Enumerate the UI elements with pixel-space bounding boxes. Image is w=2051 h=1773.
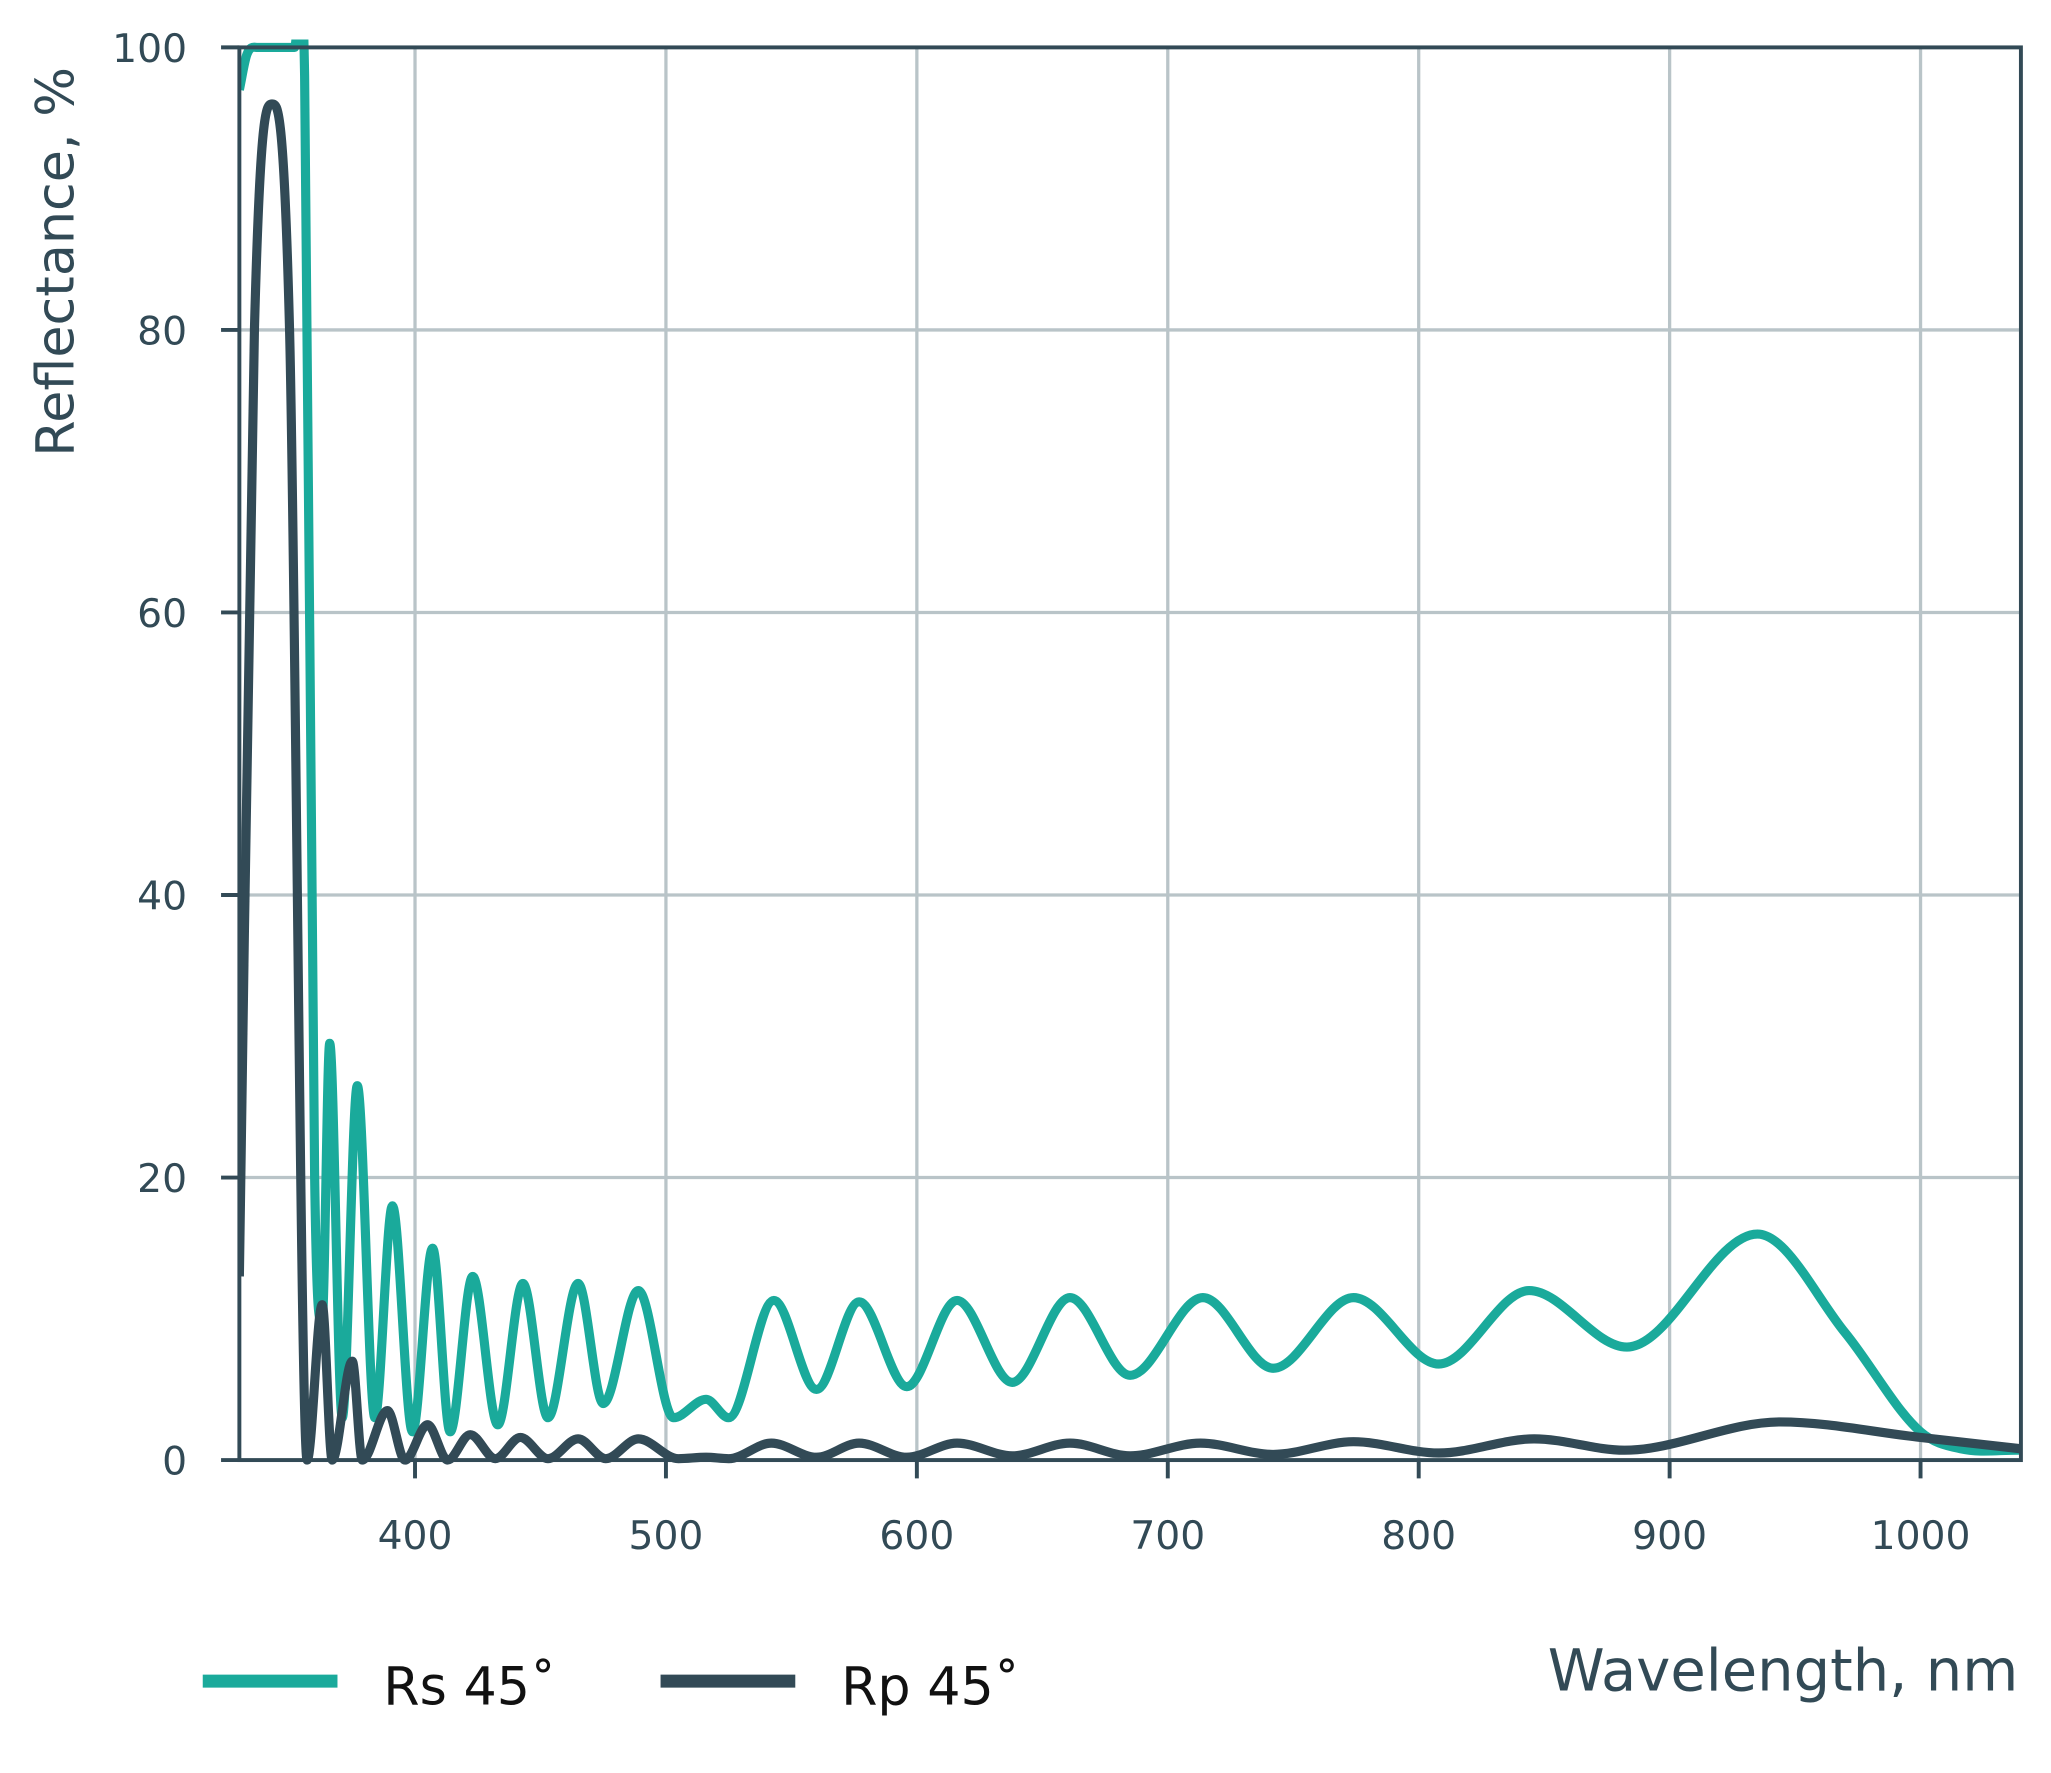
y-tick-label: 60 <box>137 592 187 637</box>
x-tick-label: 700 <box>1130 1514 1205 1559</box>
legend-label: Rs 45˚ <box>383 1657 556 1718</box>
x-tick-label: 800 <box>1381 1514 1456 1559</box>
y-tick-label: 100 <box>112 27 187 72</box>
x-tick-label: 500 <box>628 1514 703 1559</box>
series-line <box>239 39 2021 1456</box>
plot-frame <box>237 45 2023 1463</box>
x-axis-label: Wavelength, nm <box>1548 1637 2019 1704</box>
y-tick-label: 0 <box>162 1439 187 1484</box>
y-axis-label: Reflectance, % <box>25 67 86 457</box>
y-tick-label: 40 <box>137 874 187 919</box>
x-tick-label: 400 <box>378 1514 453 1559</box>
legend-label: Rp 45˚ <box>841 1657 1020 1718</box>
series-line <box>239 99 2021 1465</box>
y-tick-label: 80 <box>137 309 187 354</box>
y-tick-label: 20 <box>137 1157 187 1202</box>
x-tick-label: 1000 <box>1871 1514 1971 1559</box>
x-tick-label: 900 <box>1632 1514 1707 1559</box>
x-tick-label: 600 <box>879 1514 954 1559</box>
